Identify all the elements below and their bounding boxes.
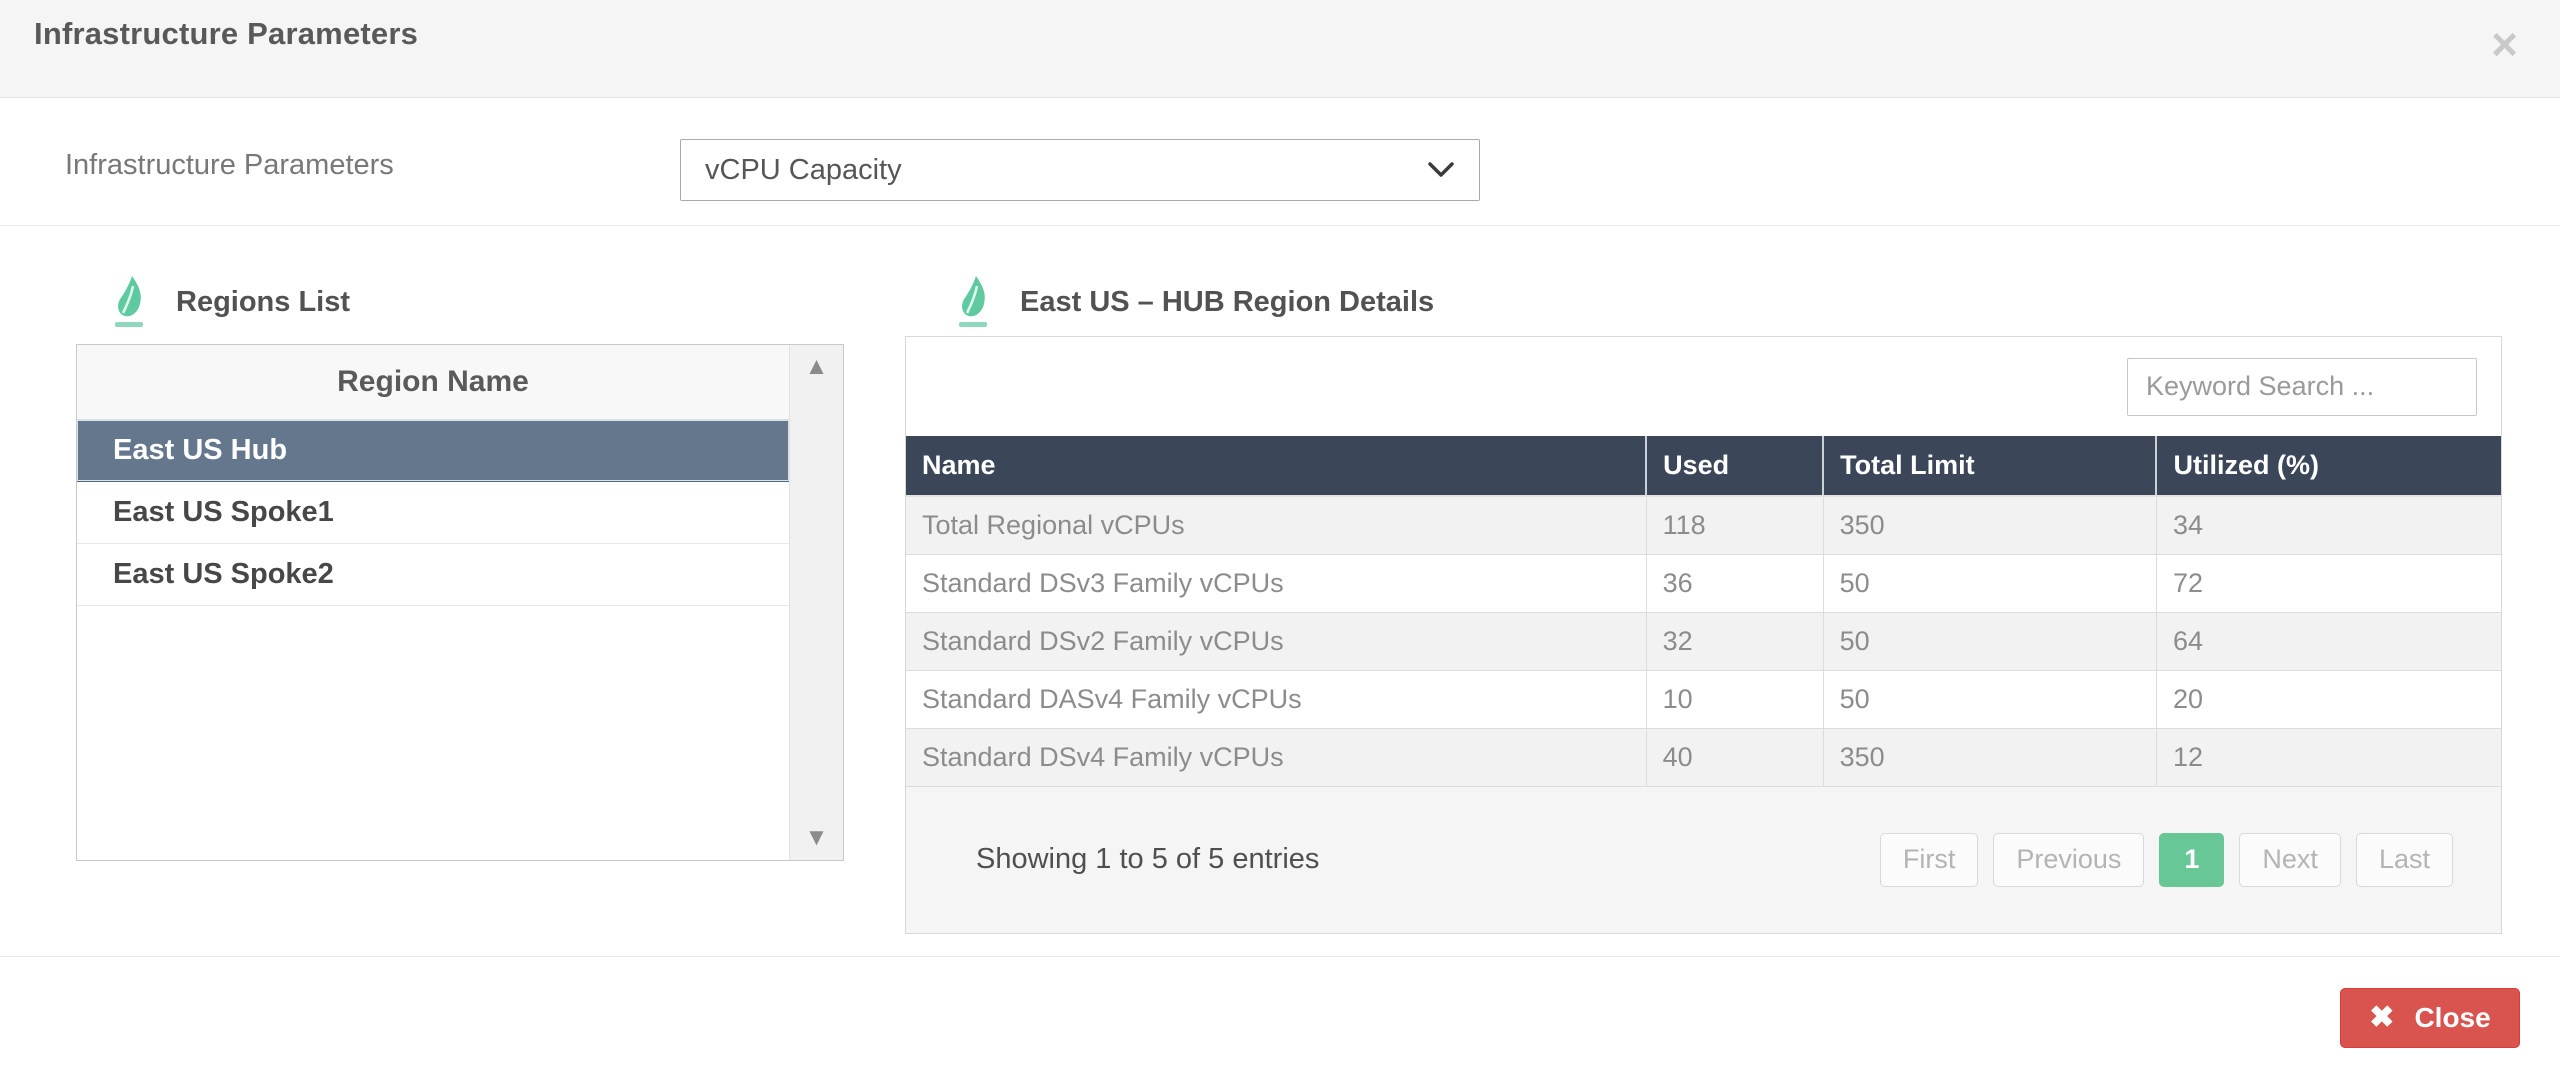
table-cell: Standard DASv4 Family vCPUs	[906, 670, 1647, 729]
keyword-search-input[interactable]	[2127, 357, 2477, 416]
table-cell: 32	[1645, 612, 1824, 671]
regions-list: Region Name East US Hub East US Spoke1 Eas…	[76, 344, 844, 861]
region-row[interactable]: East US Spoke1	[77, 482, 789, 544]
region-row[interactable]: East US Hub	[77, 420, 789, 482]
table-row[interactable]: Standard DASv4 Family vCPUs 10 50 20	[906, 670, 2501, 729]
column-header[interactable]: Total Limit	[1822, 436, 2157, 497]
table-row[interactable]: Standard DSv4 Family vCPUs 40 350 12	[906, 728, 2501, 787]
infrastructure-parameters-label: Infrastructure Parameters	[65, 149, 394, 181]
close-button[interactable]: ✖ Close	[2340, 988, 2520, 1048]
control-row: Infrastructure Parameters vCPU Capacity	[0, 99, 2560, 226]
pagination: First Previous 1 Next Last	[1879, 832, 2453, 887]
table-footer: Showing 1 to 5 of 5 entries First Previou…	[906, 786, 2501, 933]
table-cell: 50	[1822, 612, 2157, 671]
search-row	[906, 337, 2501, 436]
region-rows-container: East US Hub East US Spoke1 East US Spoke2	[77, 420, 789, 606]
pagination-1-button[interactable]: 1	[2159, 832, 2225, 887]
region-name-column-header[interactable]: Region Name	[77, 345, 789, 420]
table-cell: 34	[2155, 496, 2501, 555]
parameter-select-value: vCPU Capacity	[705, 153, 902, 186]
table-cell: 10	[1645, 670, 1824, 729]
regions-scrollbar[interactable]: ▲ ▼	[789, 345, 843, 860]
table-row[interactable]: Total Regional vCPUs 118 350 34	[906, 496, 2501, 555]
table-cell: 350	[1822, 496, 2157, 555]
modal-title: Infrastructure Parameters	[34, 16, 419, 51]
leaf-icon	[115, 276, 143, 327]
table-cell: Standard DSv4 Family vCPUs	[906, 728, 1647, 787]
table-cell: 72	[2155, 554, 2501, 613]
table-cell: 36	[1645, 554, 1824, 613]
entries-status: Showing 1 to 5 of 5 entries	[976, 843, 1320, 876]
vcpu-capacity-table: Name Used Total Limit Utilized (%) Total Re…	[906, 436, 2501, 787]
modal-footer: ✖ Close	[0, 956, 2560, 1066]
close-button-label: Close	[2414, 1002, 2491, 1033]
table-row[interactable]: Standard DSv3 Family vCPUs 36 50 72	[906, 554, 2501, 613]
region-details-title: East US – HUB Region Details	[1020, 285, 1435, 318]
table-body: Total Regional vCPUs 118 350 34 Standard DSv…	[906, 496, 2501, 787]
table-cell: Standard DSv2 Family vCPUs	[906, 612, 1647, 671]
column-header[interactable]: Name	[906, 436, 1647, 497]
pagination-previous-button[interactable]: Previous	[1993, 832, 2145, 887]
table-cell: 118	[1645, 496, 1824, 555]
table-cell: 64	[2155, 612, 2501, 671]
pagination-next-button[interactable]: Next	[2239, 832, 2341, 887]
column-header[interactable]: Used	[1645, 436, 1824, 497]
parameter-select[interactable]: vCPU Capacity	[680, 139, 1480, 201]
region-row[interactable]: East US Spoke2	[77, 544, 789, 606]
scroll-up-icon[interactable]: ▲	[804, 353, 829, 380]
table-cell: 12	[2155, 728, 2501, 787]
table-cell: Standard DSv3 Family vCPUs	[906, 554, 1647, 613]
table-cell: 350	[1822, 728, 2157, 787]
table-cell: Total Regional vCPUs	[906, 496, 1647, 555]
pagination-last-button[interactable]: Last	[2355, 832, 2453, 887]
table-cell: 20	[2155, 670, 2501, 729]
table-cell: 50	[1822, 670, 2157, 729]
table-cell: 40	[1645, 728, 1824, 787]
regions-section-title: Regions List	[108, 274, 350, 330]
close-icon[interactable]: ×	[2491, 18, 2518, 70]
modal-header: Infrastructure Parameters ×	[0, 0, 2560, 98]
x-icon: ✖	[2369, 1001, 2395, 1034]
table-row[interactable]: Standard DSv2 Family vCPUs 32 50 64	[906, 612, 2501, 671]
chevron-down-icon	[1428, 162, 1454, 177]
pagination-first-button[interactable]: First	[1879, 832, 1979, 887]
scroll-down-icon[interactable]: ▼	[804, 824, 829, 851]
regions-list-title: Regions List	[176, 285, 351, 318]
details-section-title: East US – HUB Region Details	[952, 274, 1434, 330]
table-header-row: Name Used Total Limit Utilized (%)	[906, 436, 2501, 497]
column-header[interactable]: Utilized (%)	[2155, 436, 2501, 497]
leaf-icon	[959, 276, 987, 327]
table-cell: 50	[1822, 554, 2157, 613]
